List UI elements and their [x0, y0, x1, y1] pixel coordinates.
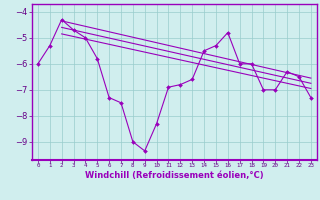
X-axis label: Windchill (Refroidissement éolien,°C): Windchill (Refroidissement éolien,°C)	[85, 171, 264, 180]
